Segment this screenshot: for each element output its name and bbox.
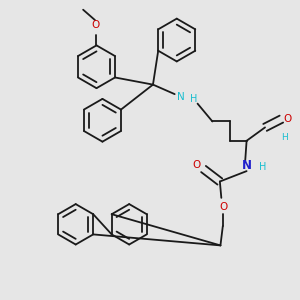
Text: N: N: [177, 92, 185, 102]
Text: O: O: [91, 20, 99, 31]
Text: H: H: [259, 162, 266, 172]
Text: H: H: [190, 94, 197, 103]
Text: O: O: [284, 114, 292, 124]
Text: O: O: [193, 160, 201, 170]
Text: N: N: [242, 159, 252, 172]
Text: O: O: [219, 202, 227, 212]
Text: H: H: [281, 133, 288, 142]
